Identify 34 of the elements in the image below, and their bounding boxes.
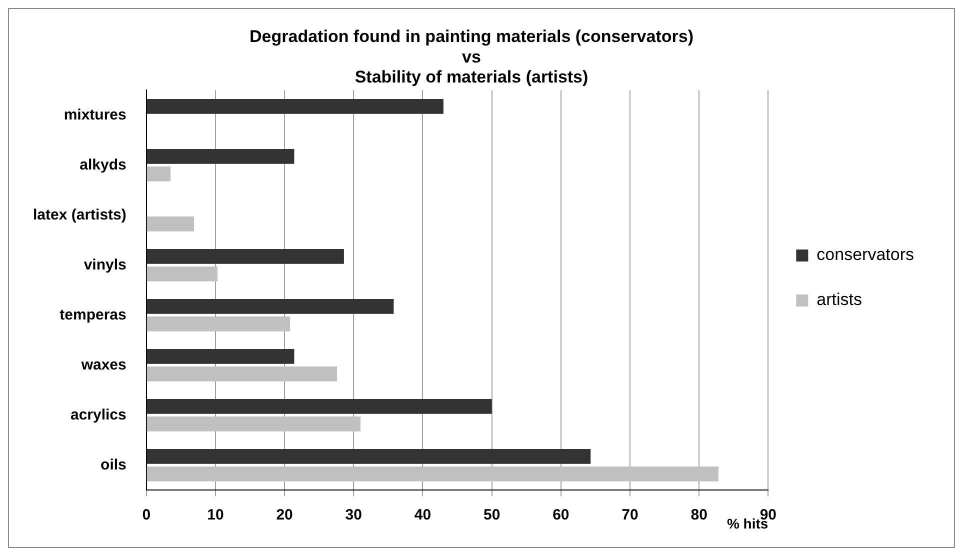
y-tick-label: alkyds	[80, 156, 126, 174]
x-tick-label: 0	[142, 506, 151, 524]
x-tick-label: 20	[276, 506, 293, 524]
bar	[146, 366, 338, 382]
x-tick-label: 80	[690, 506, 708, 524]
x-tick-label: 30	[345, 506, 362, 524]
bar	[146, 266, 218, 282]
x-tick-label: 60	[552, 506, 570, 524]
chart-title: Degradation found in painting materials (conservators) vs Stability of materials (artists)	[250, 26, 694, 87]
bar	[146, 449, 591, 464]
x-tick-label: 40	[414, 506, 432, 524]
y-tick-label: mixtures	[64, 106, 126, 124]
x-tick-label: 50	[483, 506, 500, 524]
legend-label: artists	[816, 290, 862, 310]
y-tick-label: acrylics	[70, 406, 126, 424]
bar	[146, 149, 294, 164]
bar	[146, 416, 361, 432]
bar	[146, 316, 290, 332]
bar	[146, 99, 444, 114]
bar	[146, 349, 294, 364]
bar	[146, 166, 171, 182]
bar	[146, 249, 344, 264]
bar	[146, 399, 492, 414]
x-tick-label: 10	[207, 506, 224, 524]
y-tick-label: temperas	[60, 306, 126, 324]
y-tick-label: waxes	[80, 356, 126, 374]
y-tick-label: vinyls	[84, 256, 126, 274]
y-tick-label: oils	[100, 456, 126, 474]
bar	[146, 216, 194, 232]
legend-label: conservators	[816, 245, 914, 264]
y-tick-label: latex (artists)	[32, 206, 126, 224]
x-tick-label: 70	[622, 506, 638, 524]
bar	[146, 466, 718, 482]
bar	[146, 299, 394, 314]
